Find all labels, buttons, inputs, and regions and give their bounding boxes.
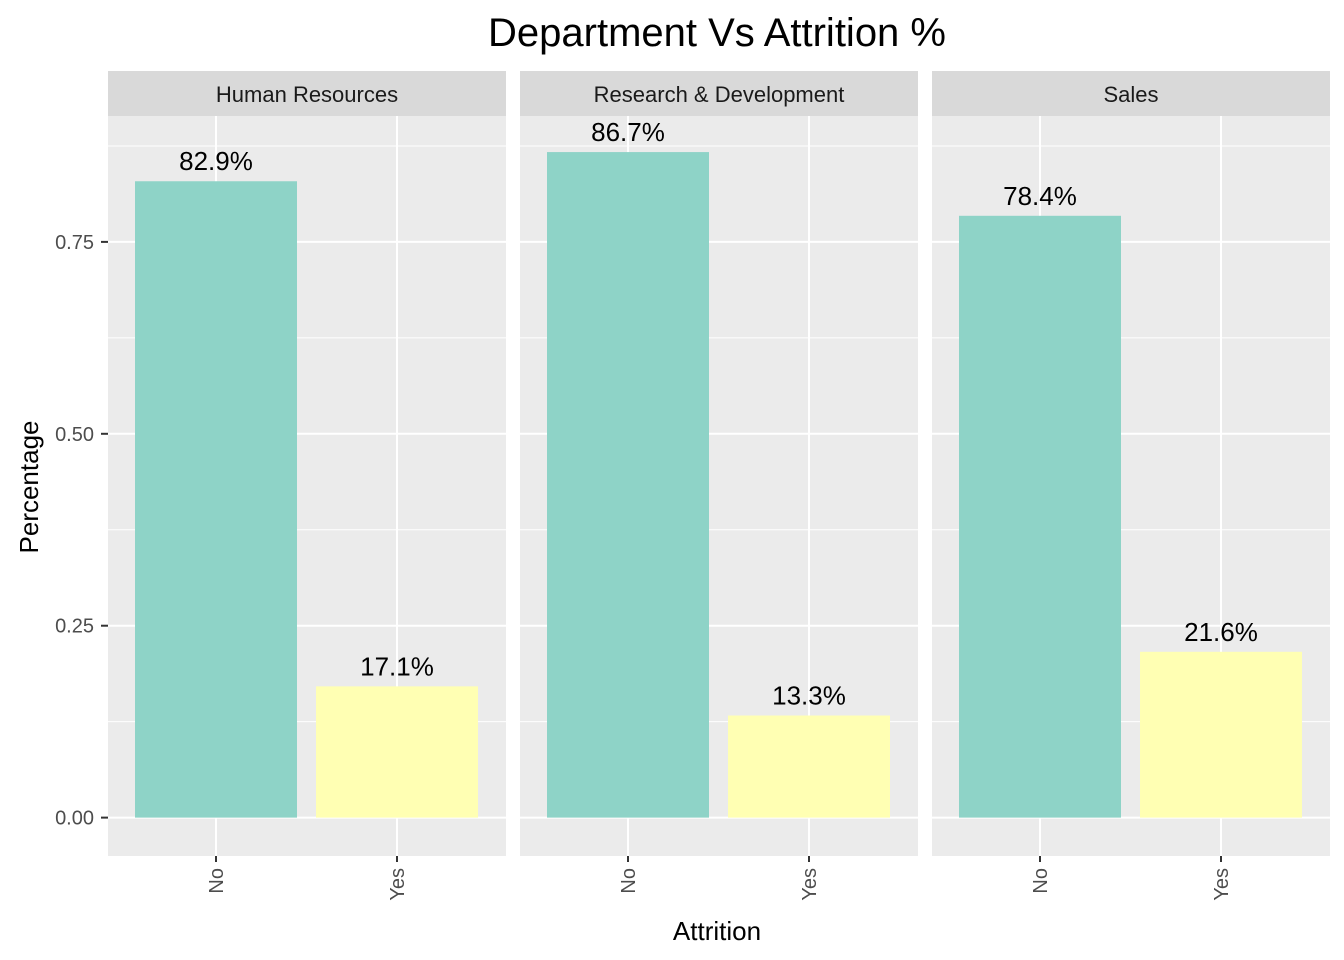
y-tick-label: 0.50 — [55, 424, 94, 446]
bar-no — [547, 152, 709, 818]
x-tick-label: No — [206, 868, 228, 894]
bar-no — [135, 181, 297, 818]
facet-panel: Sales 78.4% No 21.6% Yes — [932, 71, 1330, 901]
bar-data-label: 78.4% — [1003, 181, 1077, 211]
y-tick-label: 0.00 — [55, 808, 94, 830]
chart-title: Department Vs Attrition % — [488, 11, 946, 55]
y-tick-label: 0.25 — [55, 616, 94, 638]
facet-strip-label: Research & Development — [594, 82, 845, 107]
facet-strip — [108, 71, 506, 116]
bar-data-label: 21.6% — [1184, 617, 1258, 647]
bar-yes — [316, 686, 478, 818]
x-axis-title: Attrition — [673, 916, 761, 946]
facet-strip-label: Sales — [1103, 82, 1158, 107]
facet-panel: Human Resources 82.9% No 17.1% Yes — [108, 71, 506, 901]
x-tick-label: Yes — [799, 868, 821, 901]
bar-no — [959, 215, 1121, 818]
x-tick-label: No — [1030, 868, 1052, 894]
y-axis: 0.00 0.25 0.50 0.75 — [55, 232, 108, 830]
x-tick-label: No — [618, 868, 640, 894]
bar-data-label: 13.3% — [772, 681, 846, 711]
bar-data-label: 17.1% — [360, 651, 434, 681]
facet-strip — [520, 71, 918, 116]
y-axis-title: Percentage — [14, 421, 44, 554]
x-tick-label: Yes — [387, 868, 409, 901]
bar-data-label: 82.9% — [179, 146, 253, 176]
bar-yes — [1140, 651, 1302, 818]
bar-yes — [728, 715, 890, 818]
facet-strip — [932, 71, 1330, 116]
facet-strip-label: Human Resources — [216, 82, 398, 107]
x-tick-label: Yes — [1211, 868, 1233, 901]
y-tick-label: 0.75 — [55, 232, 94, 254]
facet-panel: Research & Development 86.7% No 13.3% Yes — [520, 71, 918, 901]
bar-data-label: 86.7% — [591, 117, 665, 147]
